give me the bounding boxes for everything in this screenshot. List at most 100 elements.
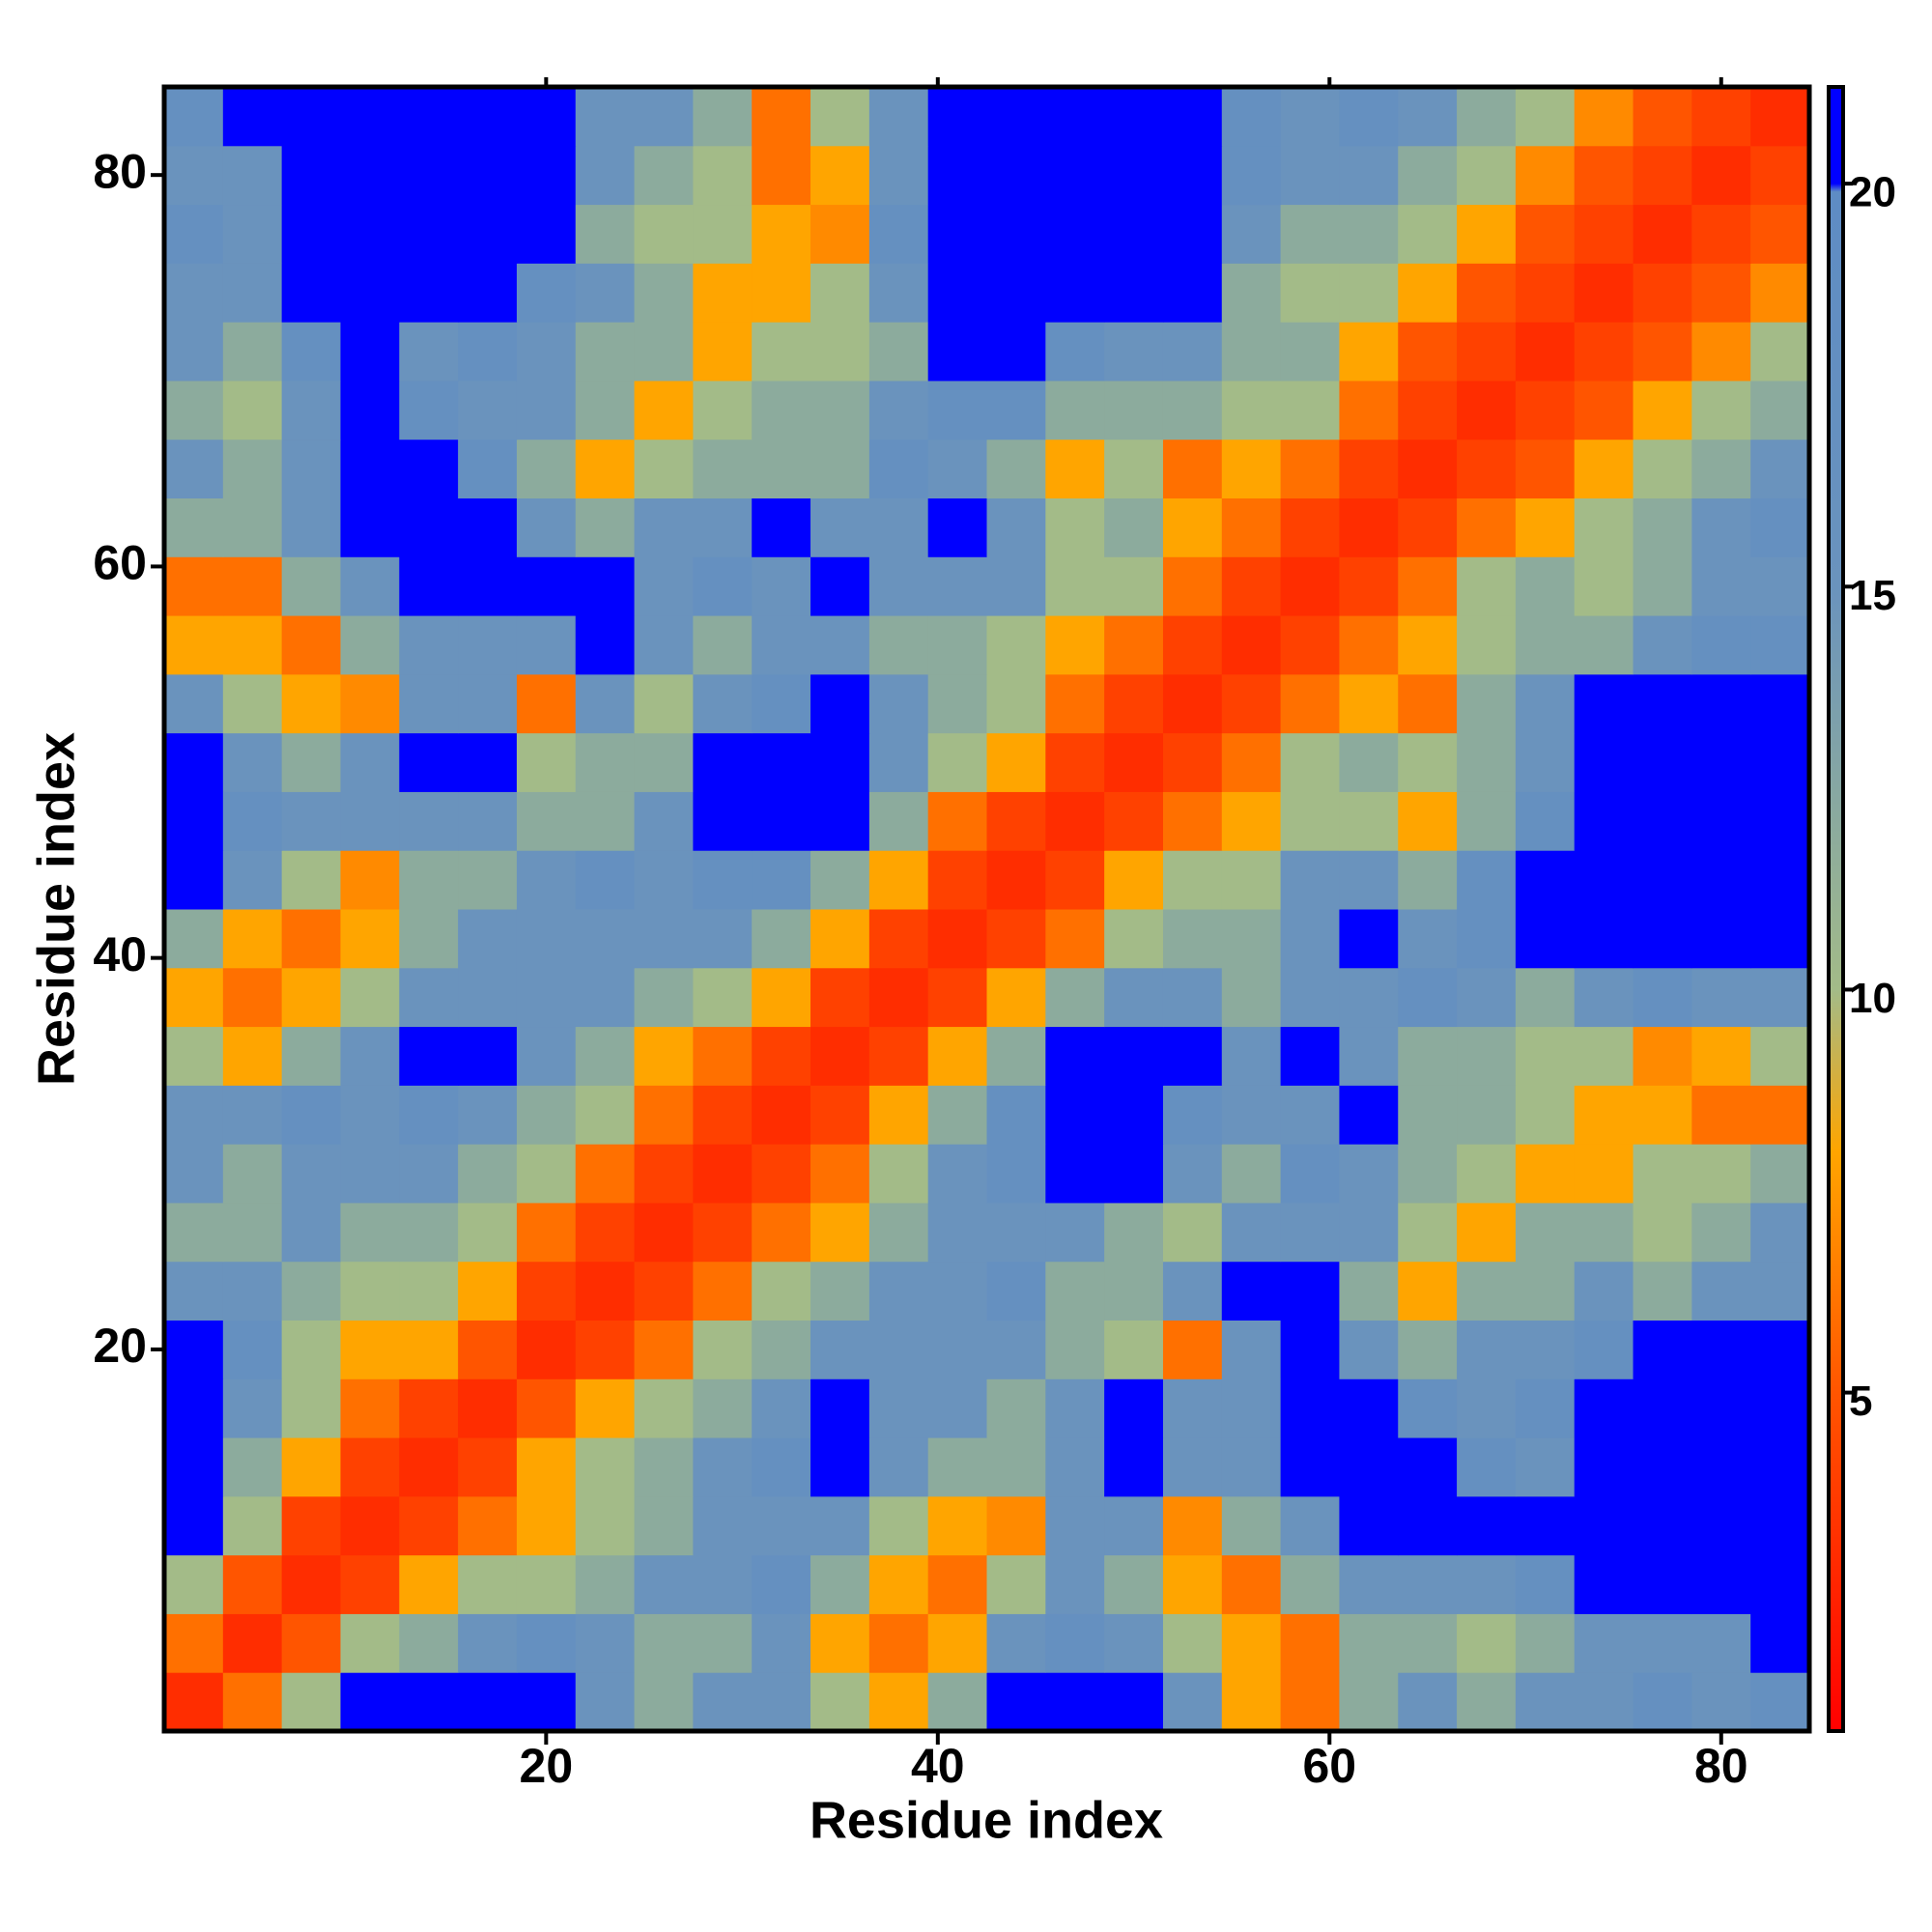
colorbar-tick-label: 20: [1849, 169, 1896, 216]
heatmap-cell: [516, 791, 577, 851]
heatmap-cell: [752, 1437, 811, 1497]
y-tick-label: 80: [93, 144, 147, 198]
heatmap-cell: [1162, 556, 1223, 616]
heatmap-cell: [164, 909, 224, 969]
heatmap-cell: [634, 556, 694, 616]
heatmap-cell: [164, 1613, 224, 1673]
heatmap-cell: [1339, 1085, 1399, 1145]
heatmap-cell: [1162, 439, 1223, 498]
heatmap-cell: [1339, 263, 1399, 323]
heatmap-cell: [634, 1672, 694, 1732]
heatmap-cell: [340, 615, 400, 675]
heatmap-cell: [164, 1437, 224, 1497]
heatmap-cell: [752, 1085, 811, 1145]
heatmap-cell: [1045, 1202, 1105, 1263]
heatmap-cell: [575, 1026, 636, 1086]
heatmap-cell: [986, 1495, 1046, 1556]
heatmap-cell: [927, 1202, 987, 1263]
heatmap-cell: [164, 1378, 224, 1438]
heatmap-cell: [1633, 1320, 1692, 1379]
heatmap-cell: [693, 1437, 753, 1497]
heatmap-cell: [752, 967, 811, 1028]
heatmap-cell: [752, 1495, 811, 1556]
heatmap-cell: [1574, 1495, 1634, 1556]
heatmap-cell: [1457, 615, 1517, 675]
heatmap-cell: [399, 145, 459, 206]
heatmap-cell: [986, 322, 1046, 382]
heatmap-cell: [1104, 439, 1164, 498]
heatmap-cell: [634, 1320, 694, 1379]
heatmap-cell: [693, 732, 753, 792]
heatmap-cell: [1750, 556, 1810, 616]
heatmap-cell: [986, 673, 1046, 734]
heatmap-cell: [458, 791, 518, 851]
heatmap-cell: [1691, 1378, 1751, 1438]
heatmap-cell: [1691, 1085, 1751, 1145]
heatmap-cell: [1398, 673, 1458, 734]
heatmap-cell: [1280, 1378, 1340, 1438]
heatmap-cell: [1691, 87, 1751, 147]
heatmap-cell: [1515, 1495, 1576, 1556]
heatmap-cell: [1515, 791, 1576, 851]
heatmap-cell: [1162, 615, 1223, 675]
heatmap-cell: [164, 673, 224, 734]
heatmap-cell: [1280, 850, 1340, 910]
heatmap-cell: [634, 732, 694, 792]
heatmap-cell: [1457, 145, 1517, 206]
heatmap-cell: [222, 263, 283, 323]
heatmap-cell: [340, 380, 400, 440]
heatmap-cell: [1104, 145, 1164, 206]
heatmap-cell: [927, 791, 987, 851]
plot-frame: [161, 84, 1812, 1734]
heatmap-cell: [281, 791, 341, 851]
heatmap-cell: [1515, 909, 1576, 969]
heatmap-cell: [281, 732, 341, 792]
heatmap-cell: [575, 1554, 636, 1614]
heatmap-cell: [1457, 1202, 1517, 1263]
heatmap-cell: [222, 1026, 283, 1086]
heatmap-cell: [399, 556, 459, 616]
heatmap-cell: [1515, 263, 1576, 323]
heatmap-cell: [1162, 87, 1223, 147]
heatmap-cell: [1574, 967, 1634, 1028]
heatmap-cell: [281, 1613, 341, 1673]
heatmap-cell: [1045, 1613, 1105, 1673]
heatmap-cell: [164, 615, 224, 675]
heatmap-cell: [927, 497, 987, 557]
heatmap-cell: [458, 1202, 518, 1263]
heatmap-cell: [1633, 1613, 1692, 1673]
heatmap-cell: [693, 909, 753, 969]
heatmap-cell: [399, 1320, 459, 1379]
heatmap-cell: [1045, 1261, 1105, 1321]
heatmap-cell: [1339, 87, 1399, 147]
heatmap-cell: [399, 263, 459, 323]
heatmap-cell: [1339, 1672, 1399, 1732]
heatmap-cell: [693, 380, 753, 440]
heatmap-cell: [516, 1495, 577, 1556]
heatmap-cell: [868, 615, 929, 675]
heatmap-cell: [399, 204, 459, 264]
heatmap-cell: [1457, 322, 1517, 382]
heatmap-cell: [1280, 380, 1340, 440]
y-tick-label: 40: [93, 927, 147, 981]
heatmap-cell: [1339, 1378, 1399, 1438]
heatmap-cell: [1104, 1613, 1164, 1673]
heatmap-cell: [1515, 850, 1576, 910]
heatmap-cell: [1104, 1495, 1164, 1556]
heatmap-cell: [1104, 380, 1164, 440]
heatmap-cell: [1398, 145, 1458, 206]
heatmap-cell: [810, 87, 870, 147]
heatmap-cell: [1339, 439, 1399, 498]
heatmap-cell: [810, 967, 870, 1028]
heatmap-cell: [1515, 1320, 1576, 1379]
heatmap-cell: [1045, 1495, 1105, 1556]
heatmap-cell: [693, 1320, 753, 1379]
heatmap-cell: [752, 1672, 811, 1732]
heatmap-cell: [868, 1437, 929, 1497]
heatmap-cell: [1045, 1026, 1105, 1086]
heatmap-cell: [1633, 145, 1692, 206]
heatmap-cell: [458, 909, 518, 969]
heatmap-cell: [810, 439, 870, 498]
heatmap-cell: [1045, 380, 1105, 440]
